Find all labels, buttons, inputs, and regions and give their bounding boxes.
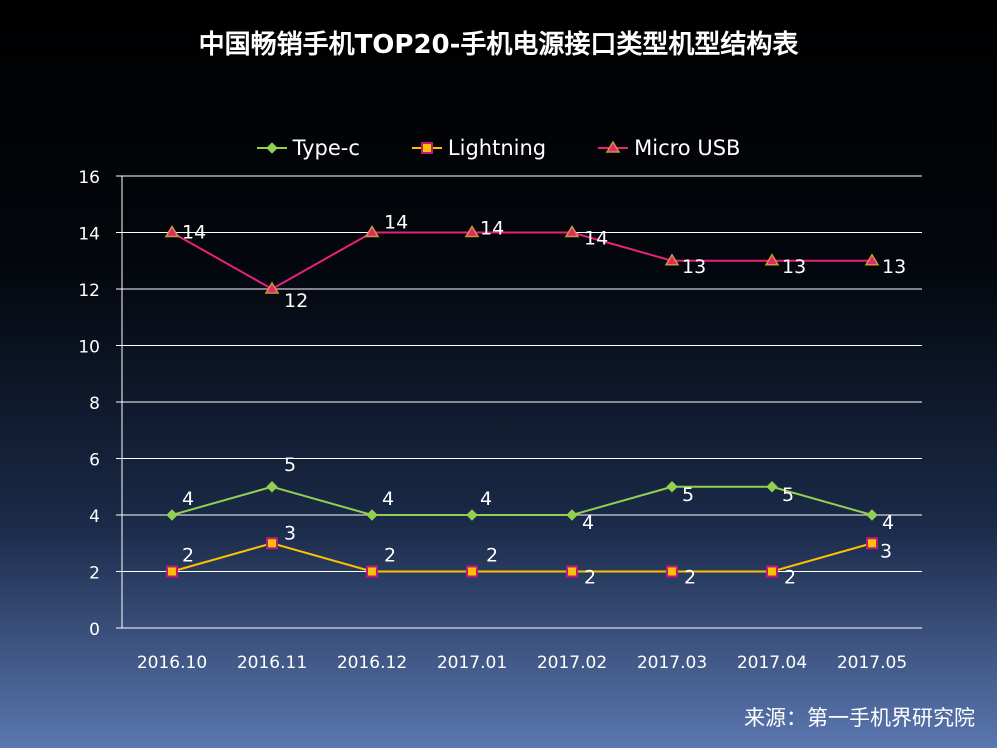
series-lightning	[166, 537, 878, 578]
x-tick-label: 2017.01	[437, 653, 507, 673]
x-tick-label: 2017.03	[637, 653, 707, 673]
data-point	[164, 225, 180, 238]
data-label: 2	[784, 567, 796, 589]
data-point	[466, 565, 478, 578]
data-label: 3	[284, 522, 296, 544]
data-point	[664, 253, 680, 266]
data-point	[766, 565, 778, 578]
data-point	[764, 253, 780, 266]
data-label: 2	[182, 545, 194, 567]
series-line	[171, 231, 872, 291]
data-point	[566, 509, 578, 521]
legend-label: Type-c	[292, 136, 360, 160]
data-label: 14	[384, 212, 408, 234]
gridlines	[122, 175, 922, 629]
data-label: 2	[384, 545, 396, 567]
legend-label: Lightning	[447, 136, 547, 160]
data-point	[464, 225, 480, 238]
data-label: 14	[182, 222, 206, 244]
y-tick-label: 6	[89, 451, 100, 471]
series-line	[171, 485, 873, 516]
data-point	[666, 481, 678, 493]
y-tick-label: 8	[89, 394, 100, 414]
x-tick-label: 2017.02	[537, 653, 607, 673]
legend-swatch	[598, 141, 629, 153]
series-type-c	[166, 481, 878, 521]
series-line	[171, 542, 873, 573]
data-label: 13	[882, 256, 906, 278]
data-label: 4	[182, 488, 194, 510]
y-tick-label: 2	[89, 564, 100, 584]
legend-item: Type-c	[256, 136, 360, 160]
y-tick-label: 0	[89, 620, 100, 640]
data-label: 5	[284, 454, 296, 476]
legend-item: Micro USB	[598, 136, 740, 160]
y-tick-label: 10	[78, 338, 100, 358]
legend-item: Lightning	[411, 136, 547, 160]
x-tick-label: 2017.05	[837, 653, 907, 673]
data-point	[466, 509, 478, 521]
legend-swatch	[411, 142, 442, 154]
y-tick-label: 16	[78, 168, 100, 188]
y-tick-label: 4	[89, 507, 100, 527]
data-point	[666, 565, 678, 578]
legend-swatch	[256, 142, 287, 154]
data-label: 4	[582, 512, 594, 534]
source-note: 来源：第一手机界研究院	[744, 706, 975, 730]
data-point	[864, 253, 880, 266]
data-label: 5	[682, 484, 694, 506]
data-point	[564, 225, 580, 238]
data-labels: 4 5 4 4 4 5 5 4 2 3 2 2 2 2 2 3 14 12 14 14 14 13 13 13	[182, 212, 906, 589]
data-label: 2	[684, 567, 696, 589]
data-label: 12	[284, 290, 308, 312]
data-label: 13	[782, 256, 806, 278]
data-point	[366, 509, 378, 521]
data-point	[264, 281, 280, 294]
data-label: 13	[682, 256, 706, 278]
data-point	[866, 537, 878, 550]
data-point	[766, 481, 778, 493]
data-point	[566, 565, 578, 578]
data-point	[266, 537, 278, 550]
data-label: 4	[480, 488, 492, 510]
y-tick-label: 12	[78, 281, 100, 301]
data-point	[166, 509, 178, 521]
data-label: 2	[584, 567, 596, 589]
x-tick-label: 2017.04	[737, 653, 807, 673]
data-label: 14	[480, 218, 504, 240]
data-label: 4	[882, 512, 894, 534]
data-label: 3	[880, 540, 892, 562]
y-tick-label: 14	[78, 225, 100, 245]
series	[164, 225, 880, 578]
x-tick-label: 2016.11	[237, 653, 307, 673]
data-point	[366, 565, 378, 578]
axes: 0 2 4 6 8 10 12 14 16 2016.10 2016.11 2016.12 2017.0…	[78, 168, 922, 673]
data-label: 5	[782, 484, 794, 506]
legend: Type-c Lightning Micro USB	[0, 136, 997, 160]
data-point	[266, 481, 278, 493]
data-label: 4	[382, 488, 394, 510]
chart-title: 中国畅销手机TOP20-手机电源接口类型机型结构表	[198, 30, 799, 60]
data-label: 2	[486, 545, 498, 567]
series-micro-usb	[164, 225, 880, 294]
data-point	[364, 225, 380, 238]
data-point	[166, 565, 178, 578]
data-label: 14	[584, 228, 608, 250]
data-point	[866, 509, 878, 521]
legend-label: Micro USB	[634, 136, 741, 160]
x-tick-label: 2016.10	[137, 653, 207, 673]
x-tick-label: 2016.12	[337, 653, 407, 673]
